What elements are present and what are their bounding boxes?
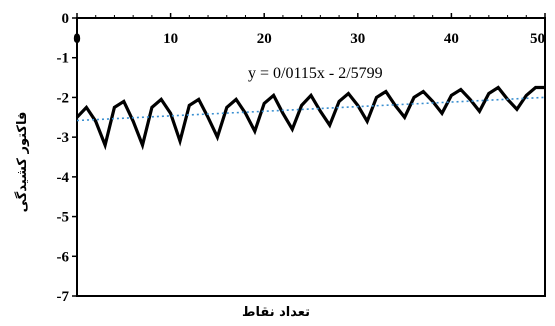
trendline-equation: y = 0/0115x - 2/5799 <box>248 65 383 82</box>
y-tick-label: -6 <box>57 249 70 265</box>
y-tick-label: -2 <box>57 90 70 106</box>
y-tick-label: 0 <box>62 11 70 27</box>
x-tick-label: 10 <box>163 31 178 47</box>
x-tick-label: 40 <box>444 31 459 47</box>
y-tick-label: -4 <box>57 170 70 186</box>
x-tick-label: 20 <box>257 31 272 47</box>
data-line <box>75 85 545 151</box>
y-tick-label: -3 <box>57 130 70 146</box>
x-tick-label: 50 <box>530 31 545 47</box>
x-tick-label: 0 <box>73 31 81 47</box>
trend-line <box>76 96 546 122</box>
y-tick-label: -1 <box>57 51 70 67</box>
y-tick-label: -5 <box>57 210 70 226</box>
y-axis-title: فاکتور کشیدگی <box>14 112 30 213</box>
y-tick-label: -7 <box>57 289 70 305</box>
plot-frame <box>76 17 546 297</box>
x-axis-title: تعداد نقاط <box>242 305 310 320</box>
x-tick-label: 30 <box>350 31 365 47</box>
plot-area: 0 10 20 30 40 500-1-2-3-4-5-6-7 <box>57 11 546 305</box>
